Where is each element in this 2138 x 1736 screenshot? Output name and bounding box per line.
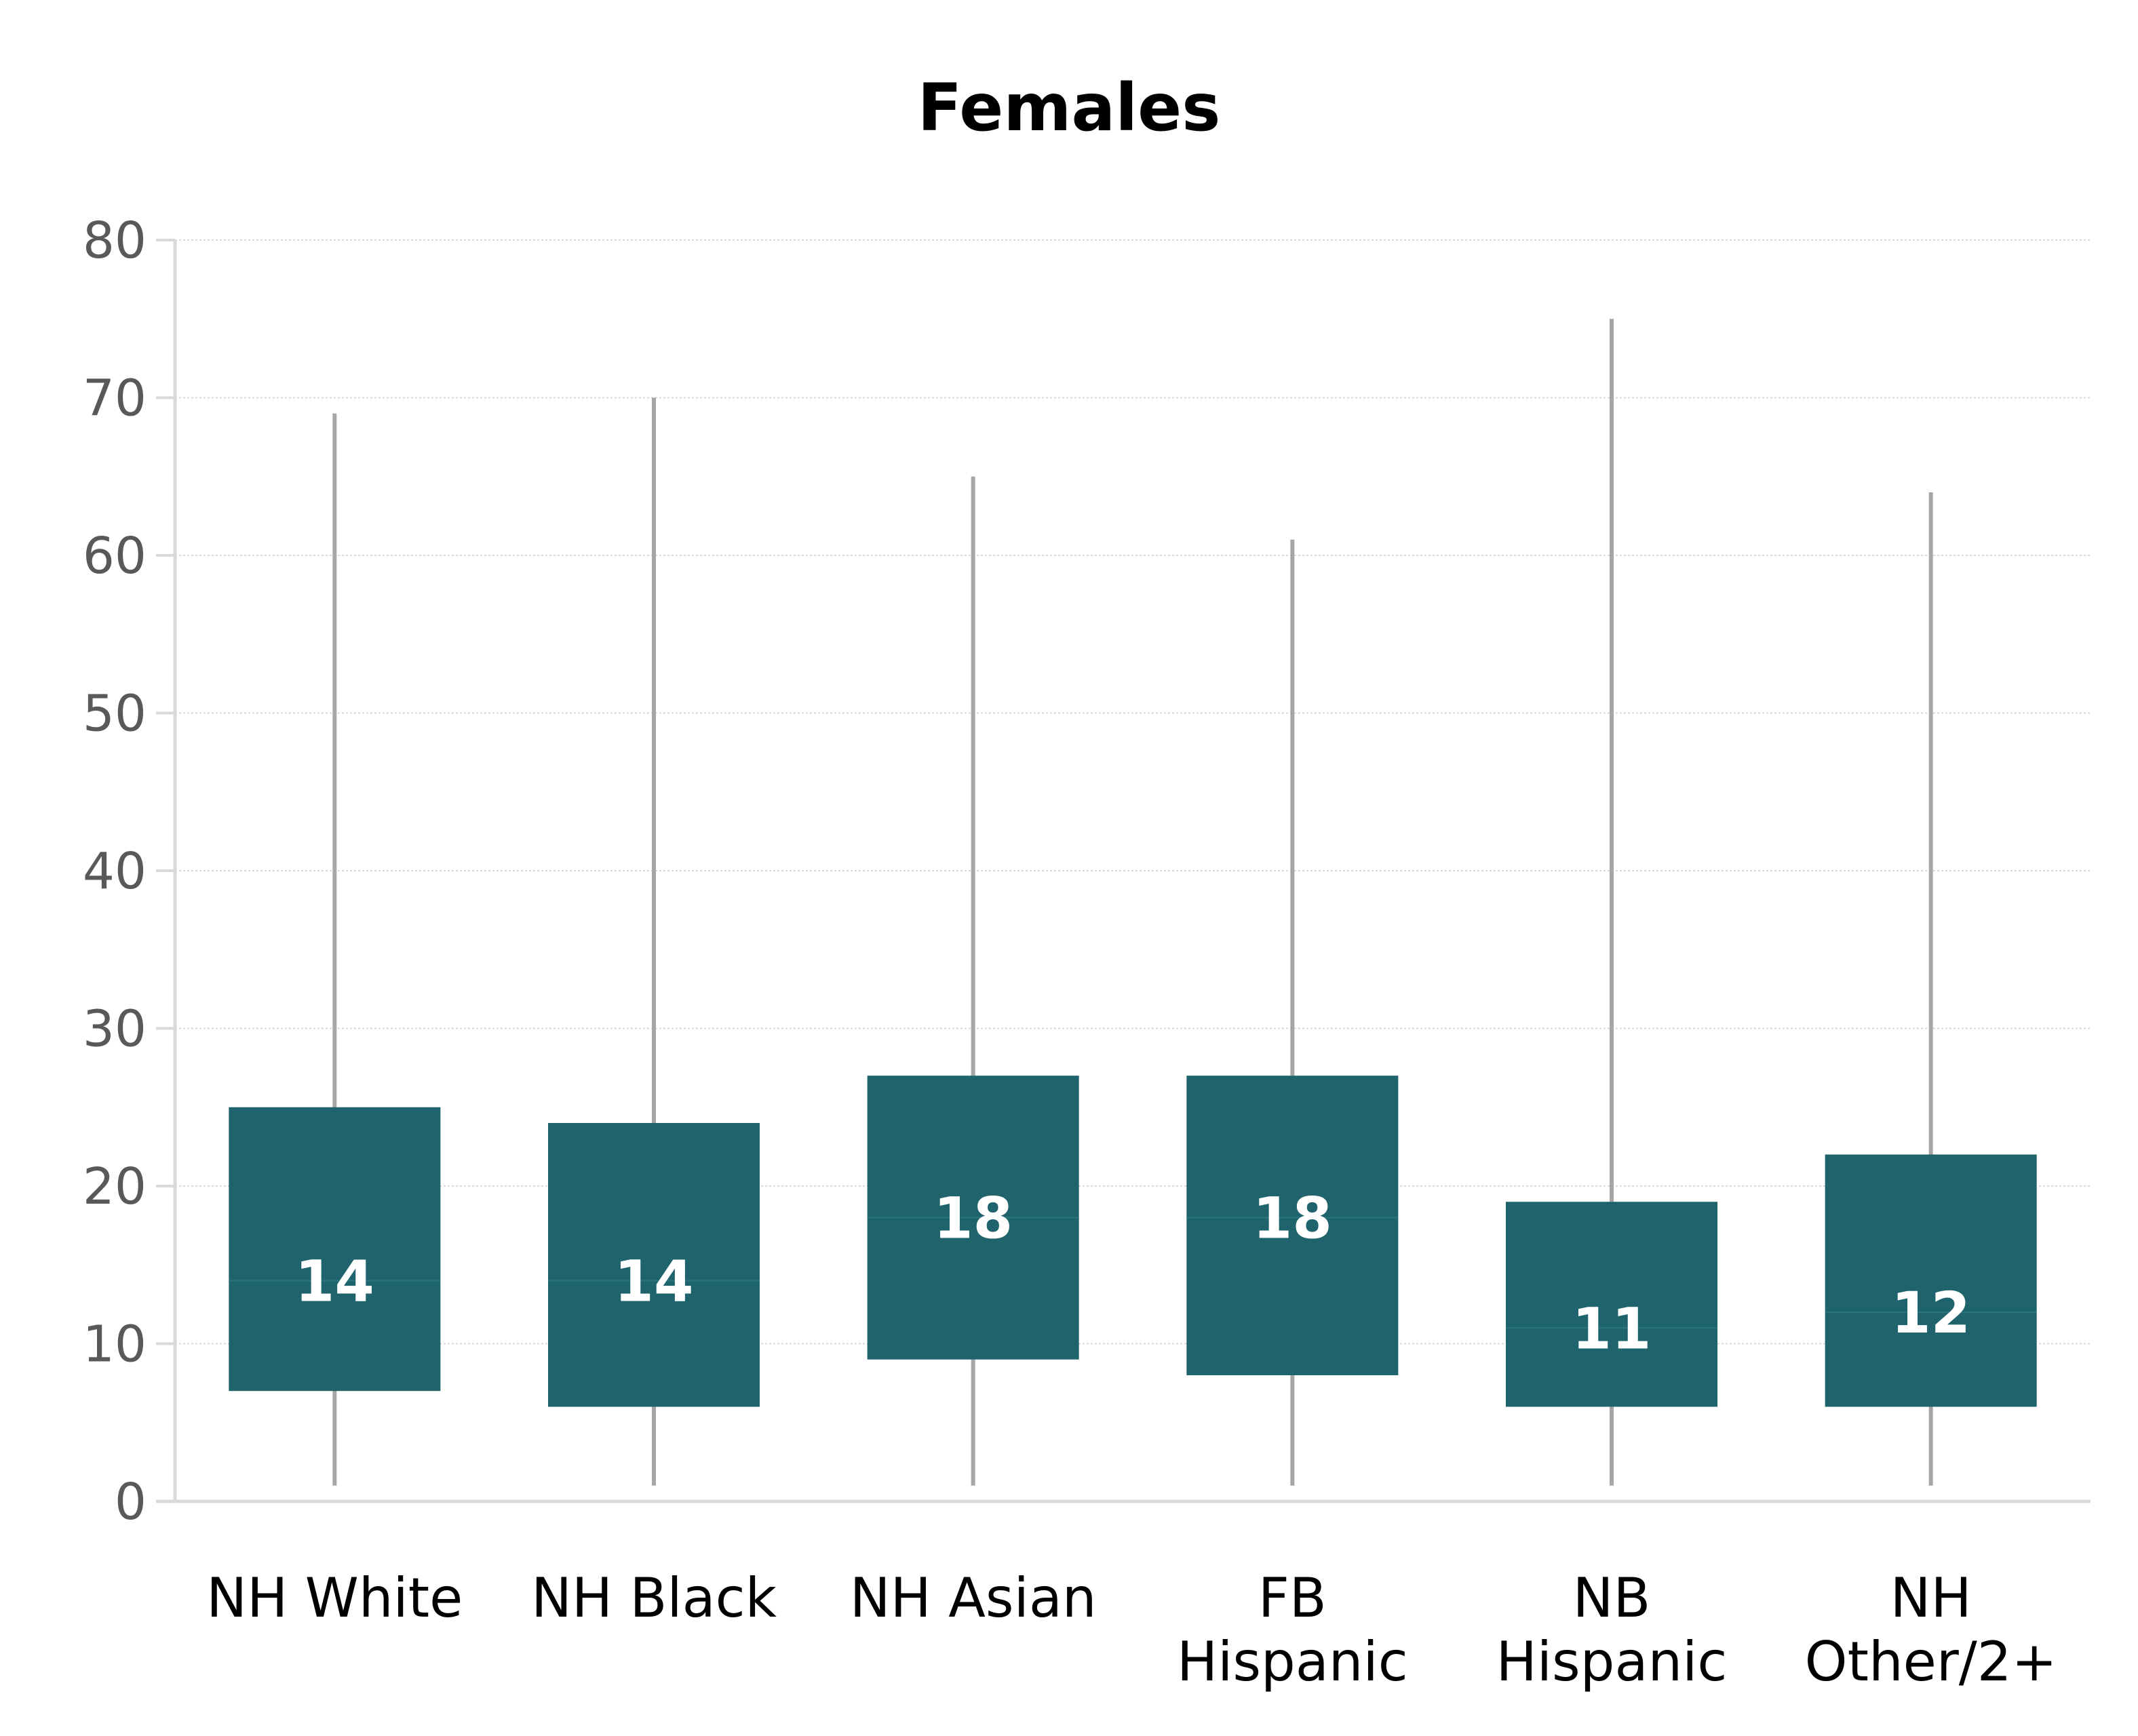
median-label: 18 <box>933 1185 1013 1252</box>
x-tick-label: NH White <box>206 1566 463 1630</box>
box <box>229 1107 441 1392</box>
median-label: 14 <box>615 1248 694 1315</box>
y-tick-label: 70 <box>83 370 147 428</box>
x-tick-label: Hispanic <box>1177 1630 1408 1693</box>
y-tick-label: 40 <box>83 842 147 901</box>
x-tick-label: Other/2+ <box>1805 1630 2057 1693</box>
box <box>1186 1076 1399 1375</box>
x-tick-label: NH Asian <box>850 1566 1097 1630</box>
y-tick-label: 0 <box>115 1473 147 1531</box>
box <box>1825 1154 2037 1407</box>
y-tick-label: 60 <box>83 527 147 585</box>
box <box>1506 1202 1717 1407</box>
x-axis-ticks: NH White NH Black NH Asian FBHispanicNBHisp… <box>206 1566 2057 1693</box>
y-tick-label: 10 <box>83 1316 147 1374</box>
median-label: 12 <box>1891 1280 1970 1346</box>
y-tick-label: 50 <box>83 685 147 743</box>
y-tick-label: 30 <box>83 1000 147 1059</box>
y-tick-label: 20 <box>83 1158 147 1216</box>
median-labels: 14 14 18 18 11 12 <box>295 1185 1970 1362</box>
median-label: 18 <box>1253 1185 1332 1252</box>
chart-title: Females <box>918 70 1221 146</box>
boxes <box>229 1076 2037 1407</box>
x-tick-label: FB <box>1258 1566 1327 1630</box>
x-tick-label: NB <box>1573 1566 1651 1630</box>
median-label: 11 <box>1572 1295 1652 1362</box>
x-tick-label: Hispanic <box>1496 1630 1728 1693</box>
y-tick-label: 80 <box>83 212 147 270</box>
y-axis-ticks: 0 10 20 30 40 50 60 70 80 <box>83 212 147 1531</box>
axes <box>156 239 2091 1503</box>
x-tick-label: NH Black <box>531 1566 777 1630</box>
box <box>548 1123 760 1407</box>
grid-lines <box>175 239 2091 1345</box>
median-label: 14 <box>295 1248 374 1315</box>
x-tick-label: NH <box>1890 1566 1972 1630</box>
